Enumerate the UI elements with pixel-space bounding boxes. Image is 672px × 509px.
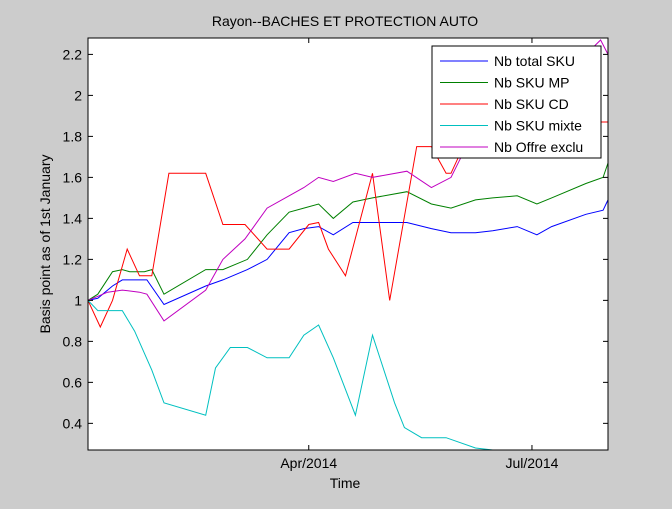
x-axis-label: Time (330, 475, 361, 491)
y-tick-label: 0.4 (63, 415, 83, 431)
y-tick-label: 1.6 (63, 169, 83, 185)
y-tick-label: 1.8 (63, 128, 83, 144)
x-tick-label: Jul/2014 (505, 455, 558, 471)
y-axis: 0.4 0.6 0.8 1 1.2 1.4 1.6 1.8 2 2.2 (63, 46, 608, 431)
y-tick-label: 2.2 (63, 46, 83, 62)
series-line-0 (88, 199, 608, 306)
legend-label: Nb SKU mixte (494, 118, 582, 134)
series-line-1 (88, 162, 608, 301)
legend: Nb total SKU Nb SKU MP Nb SKU CD Nb SKU mix… (431, 45, 602, 159)
legend-label: Nb SKU CD (494, 96, 569, 112)
chart-title: Rayon--BACHES ET PROTECTION AUTO (212, 13, 478, 29)
x-tick-label: Apr/2014 (280, 455, 337, 471)
legend-label: Nb Offre exclu (494, 139, 583, 155)
y-tick-label: 0.6 (63, 374, 83, 390)
series-line-3 (88, 300, 520, 450)
legend-label: Nb SKU MP (494, 75, 569, 91)
x-axis: Apr/2014 Jul/2014 (280, 38, 559, 471)
y-tick-label: 1.2 (63, 251, 83, 267)
plot-frame (87, 37, 609, 451)
y-axis-label: Basis point as of 1st January (37, 155, 53, 334)
legend-box (431, 45, 602, 159)
y-tick-label: 2 (74, 87, 82, 103)
y-tick-label: 1.4 (63, 210, 83, 226)
y-tick-label: 0.8 (63, 333, 83, 349)
y-tick-label: 1 (74, 292, 82, 308)
legend-label: Nb total SKU (494, 53, 575, 69)
